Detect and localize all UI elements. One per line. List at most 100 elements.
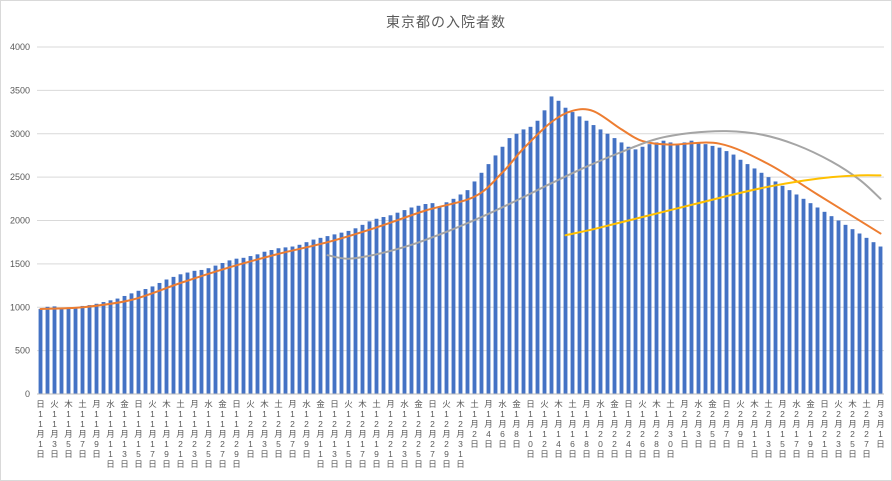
hospitalized-bars (304, 242, 309, 394)
hospitalized-bars (535, 120, 540, 395)
hospitalized-bars (416, 205, 421, 394)
hospitalized-bars (850, 229, 855, 394)
hospitalized-bars (108, 300, 113, 394)
hospitalized-bars (66, 308, 71, 394)
hospitalized-bars (864, 237, 869, 394)
y-axis-tick-label: 1500 (10, 259, 30, 269)
hospitalized-bars (430, 203, 435, 394)
hospitalized-bars (605, 133, 610, 394)
hospitalized-bars (157, 282, 162, 394)
hospitalized-bars (836, 220, 841, 394)
hospitalized-bars (213, 265, 218, 394)
hospitalized-bars (598, 129, 603, 394)
moving-average-line-orange (39, 108, 882, 310)
hospitalized-bars (388, 215, 393, 394)
y-axis-tick-label: 1000 (10, 302, 30, 312)
hospitalized-bars (262, 251, 267, 394)
hospitalized-bars (549, 96, 554, 394)
hospitalized-bars (479, 172, 484, 394)
hospitalized-bars (654, 142, 659, 394)
hospitalized-bars (87, 305, 92, 394)
hospitalized-bars (640, 146, 645, 394)
hospitalized-bars (129, 293, 134, 394)
hospitalized-bars (668, 142, 673, 394)
hospitalized-bars (206, 268, 211, 394)
hospitalized-bars (241, 257, 246, 394)
hospitalized-bars (367, 221, 372, 394)
hospitalized-bars (528, 126, 533, 394)
y-axis-tick-label: 2500 (10, 172, 30, 182)
chart-title: 東京都の入院者数 (386, 14, 506, 30)
hospitalized-bars (752, 168, 757, 394)
hospitalized-bars (493, 155, 498, 394)
hospitalized-bars (703, 144, 708, 394)
hospitalized-bars (143, 289, 148, 394)
hospitalized-bars (255, 254, 260, 394)
hospitalized-bars (115, 298, 120, 394)
hospitalized-bars (220, 263, 225, 394)
y-axis-tick-label: 4000 (10, 42, 30, 52)
hospitalized-bars (339, 232, 344, 394)
hospitalized-bars (843, 224, 848, 394)
hospitalized-bars (409, 207, 414, 394)
hospitalized-bars (577, 116, 582, 395)
hospitalized-bars (444, 202, 449, 394)
hospitalized-bars (626, 146, 631, 394)
hospitalized-bars (458, 194, 463, 394)
y-axis-tick-label: 3000 (10, 129, 30, 139)
hospitalized-bars (290, 246, 295, 394)
hospitalized-bars (745, 164, 750, 394)
hospitalized-bars (227, 260, 232, 394)
hospitalized-bars (381, 217, 386, 394)
hospitalized-bars (857, 233, 862, 394)
hospitalized-bars (801, 198, 806, 394)
hospitalized-bars (773, 181, 778, 394)
trend-line-gray (326, 130, 882, 260)
hospitalized-bars (696, 142, 701, 394)
hospitalized-bars (724, 151, 729, 394)
hospitalized-bars (374, 218, 379, 394)
hospitalized-bars (570, 112, 575, 394)
hospitalized-bars (507, 138, 512, 394)
hospitalized-bars (689, 140, 694, 394)
hospitalized-bars (675, 144, 680, 394)
hospitalized-bars (73, 307, 78, 394)
hospitalized-bars (633, 149, 638, 394)
hospitalized-bars (647, 144, 652, 394)
hospitalized-bars (325, 236, 330, 394)
hospitalized-bars (136, 290, 141, 394)
y-axis-tick-label: 500 (15, 346, 30, 356)
hospitalized-bars (80, 305, 85, 394)
hospitalized-bars (150, 286, 155, 394)
hospitalized-bars (346, 230, 351, 394)
hospitalized-bars (185, 272, 190, 394)
hospitalized-bars (766, 177, 771, 395)
hospitalized-bars (122, 295, 127, 394)
hospitalized-bars (731, 154, 736, 394)
hospitalized-bars (395, 212, 400, 394)
hospitalized-bars (738, 159, 743, 394)
hospitalized-bars (717, 147, 722, 394)
y-axis-tick-label: 2000 (10, 216, 30, 226)
hospitalized-bars (871, 242, 876, 394)
hospitalized-bars (94, 303, 99, 394)
hospitalized-bars (248, 256, 253, 394)
hospitalized-bars (437, 206, 442, 394)
hospitalized-bars (269, 250, 274, 394)
hospitalized-bars (451, 198, 456, 394)
hospitalized-bars (584, 120, 589, 395)
hospitalized-bars (780, 185, 785, 394)
hospitalized-bars (402, 210, 407, 394)
hospitalized-bars (45, 306, 50, 394)
hospitalized-bars (311, 239, 316, 394)
hospitalized-bars (661, 140, 666, 394)
hospitalized-bars (808, 203, 813, 394)
hospitalized-bars (318, 237, 323, 394)
hospitalized-bars (787, 190, 792, 394)
hospitalized-bars (332, 234, 337, 394)
hospitalized-bars (815, 207, 820, 394)
hospitalized-bars (178, 274, 183, 394)
hospitalized-bars (297, 244, 302, 394)
